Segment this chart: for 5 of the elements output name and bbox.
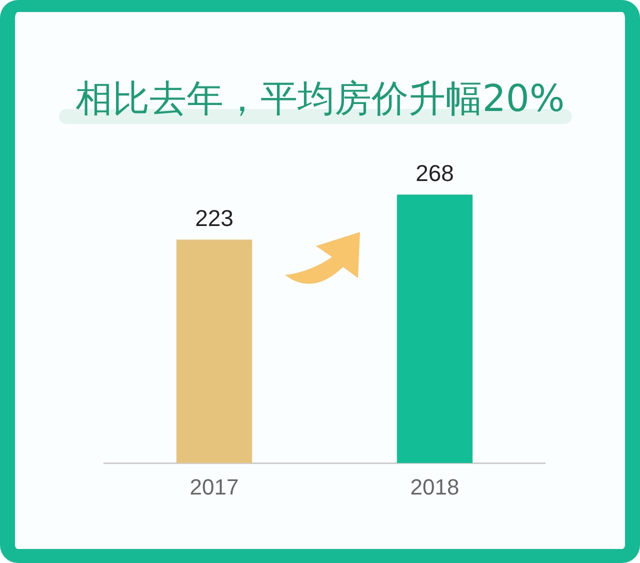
x-tick-label: 2018 [410, 474, 460, 500]
x-tick-label: 2017 [190, 474, 239, 500]
data-label: 268 [416, 160, 454, 186]
data-label: 223 [195, 204, 234, 231]
chart-title: 相比去年，平均房价升幅20% [74, 76, 566, 122]
